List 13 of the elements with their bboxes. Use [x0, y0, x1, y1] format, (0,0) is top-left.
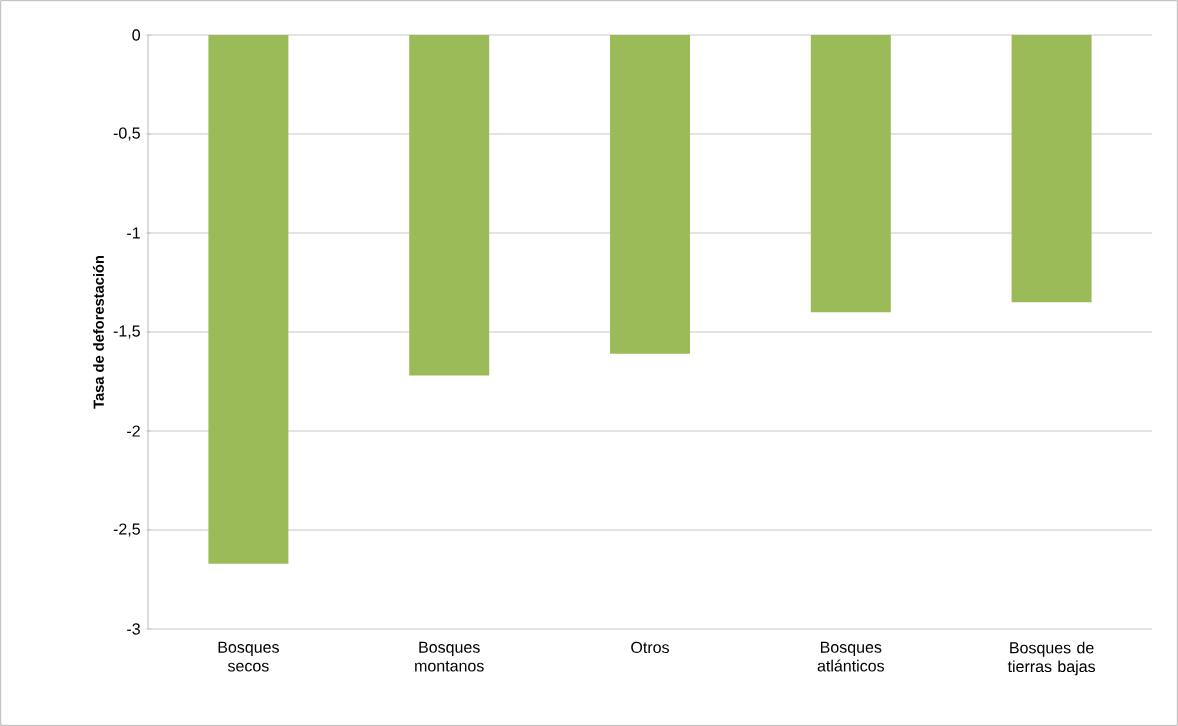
y-tick-label: -2,5 [113, 523, 140, 537]
x-tick-label: Bosques de tierras bajas [1007, 641, 1096, 676]
x-tick-label: Bosques secos [218, 641, 279, 672]
y-tick-label: -3 [127, 623, 140, 635]
y-tick-label: 0 [132, 29, 141, 41]
x-tick-label: Bosques atlánticos [817, 641, 885, 672]
y-tick-label: -1 [127, 227, 140, 239]
x-tick-label: Bosques montanos [415, 641, 484, 672]
y-tick-label: -0,5 [113, 127, 140, 141]
y-tick-label: -2 [127, 425, 140, 437]
y-tick-label: -1,5 [113, 325, 140, 339]
y-axis-title: Tasa de deforestación [93, 256, 104, 409]
x-tick-label: Otros [631, 641, 669, 654]
